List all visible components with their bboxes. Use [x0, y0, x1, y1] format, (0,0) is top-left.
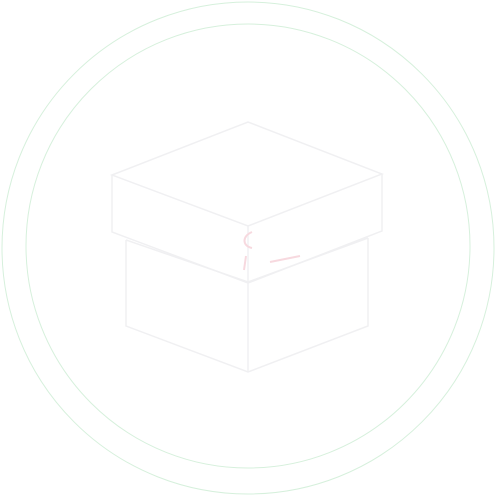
inner-ring: [25, 23, 471, 469]
box-lid: [109, 121, 385, 284]
box-body: [125, 237, 369, 373]
faint-ribbon-mark: [243, 231, 301, 271]
